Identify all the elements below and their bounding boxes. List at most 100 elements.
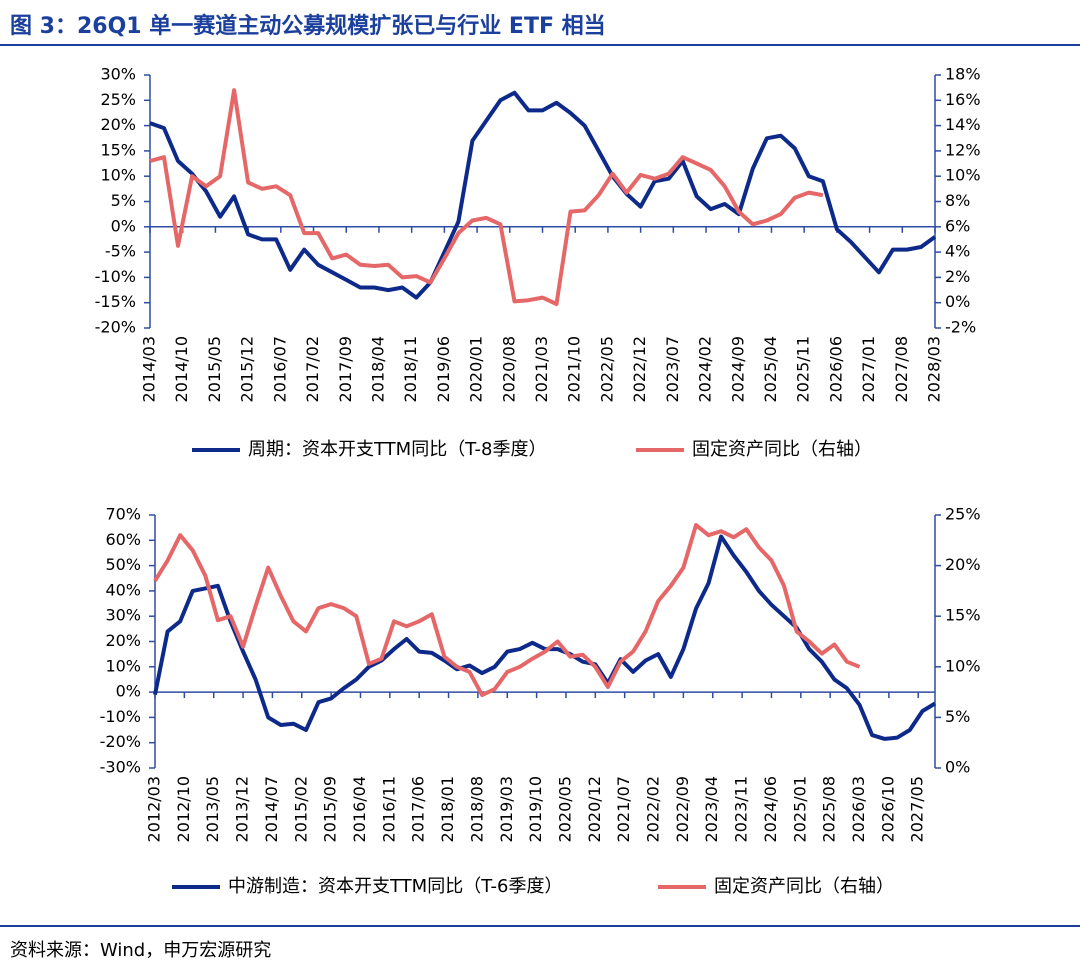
x-tick-label: 2015/02 — [291, 776, 310, 842]
x-tick-label: 2027/05 — [908, 776, 927, 842]
y2-tick-label: 5% — [945, 707, 970, 726]
y-tick-label: 25% — [100, 90, 136, 109]
legend-label: 周期：资本开支TTM同比（T-8季度） — [248, 439, 547, 460]
x-tick-label: 2022/09 — [673, 776, 692, 842]
x-tick-label: 2021/07 — [614, 776, 633, 842]
y2-tick-label: -2% — [945, 318, 976, 337]
legend-label: 中游制造：资本开支TTM同比（T-6季度） — [228, 876, 563, 897]
y-tick-label: 0% — [111, 216, 136, 235]
x-tick-label: 2016/07 — [270, 336, 289, 402]
y-tick-label: 20% — [100, 115, 136, 134]
y-tick-label: -20% — [95, 318, 136, 337]
series-line — [153, 523, 861, 698]
x-tick-label: 2020/01 — [467, 336, 486, 402]
y2-tick-label: 25% — [945, 505, 981, 524]
y-tick-label: 30% — [100, 65, 136, 84]
x-tick-label: 2019/06 — [434, 336, 453, 402]
x-tick-label: 2015/05 — [205, 336, 224, 402]
x-tick-label: 2018/11 — [401, 336, 420, 402]
series-line — [149, 88, 824, 306]
y2-tick-label: 14% — [945, 115, 981, 134]
x-tick-label: 2024/06 — [761, 776, 780, 842]
y-tick-label: 10% — [100, 166, 136, 185]
y2-tick-label: 0% — [945, 292, 970, 311]
x-tick-label: 2025/01 — [790, 776, 809, 842]
y2-tick-label: 4% — [945, 242, 970, 261]
x-tick-label: 2020/12 — [585, 776, 604, 842]
x-tick-label: 2014/03 — [140, 336, 159, 402]
x-tick-label: 2020/08 — [499, 336, 518, 402]
y2-tick-label: 20% — [945, 555, 981, 574]
x-tick-label: 2015/12 — [238, 336, 257, 402]
y2-tick-label: 2% — [945, 267, 970, 286]
y-tick-label: -10% — [95, 267, 136, 286]
x-tick-label: 2012/03 — [145, 776, 164, 842]
x-tick-label: 2013/05 — [203, 776, 222, 842]
x-tick-label: 2026/03 — [849, 776, 868, 842]
x-tick-label: 2018/01 — [438, 776, 457, 842]
series-line — [149, 90, 937, 300]
y2-tick-label: 15% — [945, 606, 981, 625]
x-tick-label: 2019/10 — [526, 776, 545, 842]
legend-label: 固定资产同比（右轴） — [692, 439, 872, 460]
y-tick-label: 50% — [105, 555, 141, 574]
x-tick-label: 2018/08 — [467, 776, 486, 842]
y-tick-label: 40% — [105, 580, 141, 599]
x-tick-label: 2021/10 — [565, 336, 584, 402]
x-tick-label: 2014/07 — [262, 776, 281, 842]
x-tick-label: 2028/03 — [925, 336, 944, 402]
x-tick-label: 2014/10 — [172, 336, 191, 402]
x-tick-label: 2024/09 — [728, 336, 747, 402]
y-tick-label: -20% — [100, 732, 141, 751]
y-tick-label: 70% — [105, 505, 141, 524]
x-tick-label: 2026/10 — [878, 776, 897, 842]
y2-tick-label: 16% — [945, 90, 981, 109]
x-tick-label: 2020/05 — [555, 776, 574, 842]
y-tick-label: 30% — [105, 606, 141, 625]
y2-tick-label: 8% — [945, 191, 970, 210]
x-tick-label: 2021/03 — [532, 336, 551, 402]
y2-tick-label: 10% — [945, 166, 981, 185]
y2-tick-label: 18% — [945, 65, 981, 84]
x-tick-label: 2013/12 — [233, 776, 252, 842]
y-tick-label: 0% — [116, 682, 141, 701]
source-note: 资料来源：Wind，申万宏源研究 — [10, 940, 271, 961]
y-tick-label: 15% — [100, 140, 136, 159]
x-tick-label: 2017/06 — [409, 776, 428, 842]
x-tick-label: 2027/01 — [859, 336, 878, 402]
x-tick-label: 2023/07 — [663, 336, 682, 402]
legend-label: 固定资产同比（右轴） — [714, 876, 894, 897]
y-tick-label: 60% — [105, 530, 141, 549]
y-tick-label: -30% — [100, 758, 141, 777]
x-tick-label: 2017/09 — [336, 336, 355, 402]
x-tick-label: 2016/04 — [350, 776, 369, 842]
x-tick-label: 2012/10 — [174, 776, 193, 842]
series-line — [153, 534, 937, 741]
y2-tick-label: 6% — [945, 216, 970, 235]
x-tick-label: 2026/06 — [826, 336, 845, 402]
y-tick-label: 20% — [105, 631, 141, 650]
y-tick-label: -15% — [95, 292, 136, 311]
x-tick-label: 2025/04 — [761, 336, 780, 402]
y2-tick-label: 10% — [945, 656, 981, 675]
x-tick-label: 2025/08 — [820, 776, 839, 842]
y-tick-label: 5% — [111, 191, 136, 210]
x-tick-label: 2025/11 — [794, 336, 813, 402]
x-tick-label: 2022/02 — [644, 776, 663, 842]
x-tick-label: 2019/03 — [497, 776, 516, 842]
x-tick-label: 2018/04 — [368, 336, 387, 402]
x-tick-label: 2022/05 — [597, 336, 616, 402]
x-tick-label: 2024/02 — [696, 336, 715, 402]
x-tick-label: 2023/04 — [702, 776, 721, 842]
x-tick-label: 2015/09 — [321, 776, 340, 842]
y-tick-label: 10% — [105, 656, 141, 675]
figure-title: 图 3：26Q1 单一赛道主动公募规模扩张已与行业 ETF 相当 — [10, 13, 606, 39]
x-tick-label: 2027/08 — [892, 336, 911, 402]
x-tick-label: 2022/12 — [630, 336, 649, 402]
y2-tick-label: 12% — [945, 140, 981, 159]
y-tick-label: -10% — [100, 707, 141, 726]
x-tick-label: 2016/11 — [379, 776, 398, 842]
x-tick-label: 2023/11 — [732, 776, 751, 842]
y2-tick-label: 0% — [945, 758, 970, 777]
